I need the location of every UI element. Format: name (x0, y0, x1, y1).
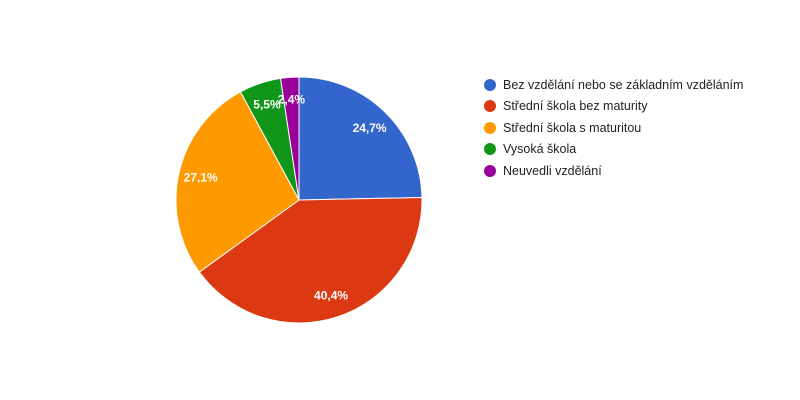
legend: Bez vzdělání nebo se základním vzděláním… (484, 74, 743, 182)
legend-label: Neuvedli vzdělání (503, 163, 602, 178)
pie-slice[interactable] (279, 76, 300, 201)
legend-marker (484, 143, 496, 156)
legend-marker (484, 121, 496, 134)
legend-label: Bez vzdělání nebo se základním vzděláním (503, 77, 744, 92)
pie-data-label: 24,7% (353, 121, 387, 135)
legend-item[interactable]: Střední škola bez maturity (484, 96, 743, 118)
pie-slice[interactable] (175, 91, 300, 273)
legend-item[interactable]: Vysoká škola (484, 139, 743, 161)
legend-marker (484, 164, 496, 177)
legend-label: Střední škola s maturitou (503, 120, 642, 135)
pie-data-labels: 24,7% 40,4% 27,1% 5,5%2,4% (184, 92, 387, 302)
legend-marker (484, 100, 496, 113)
legend-item[interactable]: Střední škola s maturitou (484, 117, 743, 139)
pie-data-label: 40,4% (314, 289, 348, 303)
legend-marker (484, 78, 496, 91)
legend-item[interactable]: Bez vzdělání nebo se základním vzděláním (484, 74, 743, 96)
pie-slices (175, 76, 423, 324)
pie-slice[interactable] (298, 76, 423, 201)
legend-label: Střední škola bez maturity (503, 99, 648, 114)
pie-data-label: 27,1% (184, 171, 218, 185)
legend-item[interactable]: Neuvedli vzdělání (484, 160, 743, 182)
pie-slice[interactable] (198, 196, 423, 324)
pie-data-label: 2,4% (278, 92, 306, 106)
legend-label: Vysoká škola (503, 142, 577, 157)
pie-data-label: 5,5% (253, 97, 281, 111)
